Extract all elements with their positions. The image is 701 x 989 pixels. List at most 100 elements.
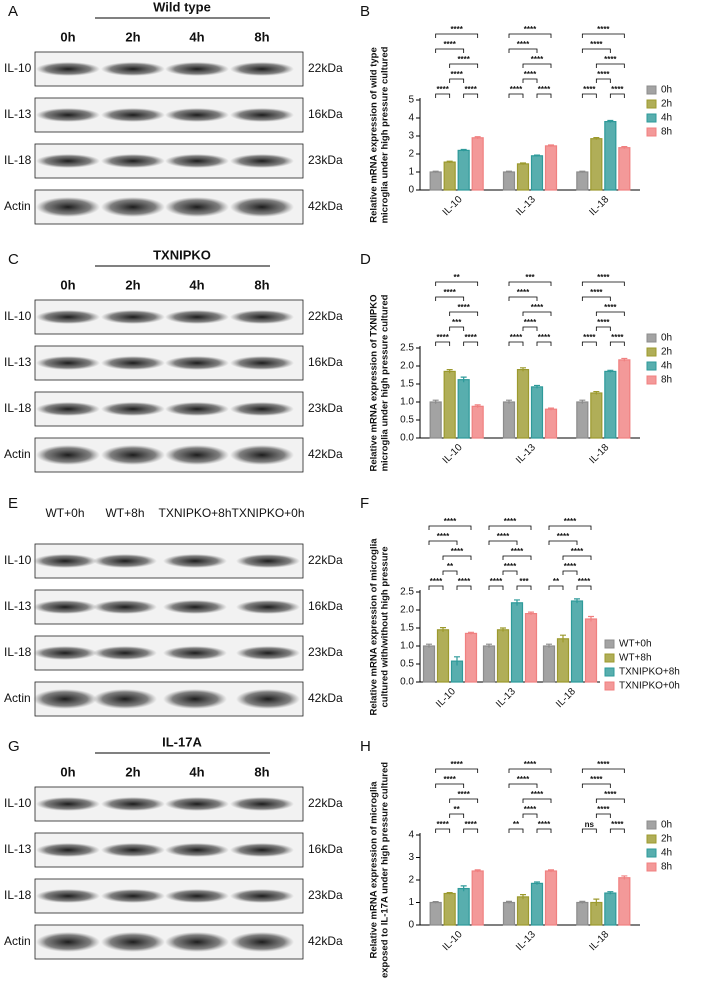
legend-swatch [646, 333, 657, 343]
row-label: IL-18 [4, 888, 32, 902]
row-label: IL-13 [4, 355, 32, 369]
row-label: Actin [4, 934, 31, 948]
y-tick-label: 2 [408, 149, 414, 160]
error-bar [514, 599, 520, 606]
significance-label: **** [564, 562, 577, 571]
significance-label: **** [464, 85, 477, 94]
bar [604, 370, 617, 439]
significance-bracket [449, 311, 479, 316]
significance-bracket [488, 525, 532, 530]
bar [544, 408, 558, 439]
significance-bracket [488, 540, 518, 545]
panel-label: A [8, 3, 18, 20]
size-label: 42kDa [308, 934, 343, 948]
y-tick-label: 2 [408, 875, 414, 886]
band [163, 554, 227, 568]
y-tick-label: 0.0 [400, 433, 414, 444]
bar [584, 618, 598, 683]
error-bar [621, 357, 628, 362]
error-bar [607, 891, 614, 895]
significance-bracket [442, 555, 472, 560]
lane-label: 0h [60, 764, 75, 779]
y-tick-label: 5 [408, 95, 414, 106]
x-tick-label: IL-10 [434, 686, 458, 710]
significance-bracket [595, 798, 625, 803]
error-bar [534, 384, 540, 389]
significance-bracket [435, 296, 465, 301]
panel-label: F [360, 495, 369, 512]
y-tick-label: 2.5 [400, 343, 414, 354]
panel-label: B [360, 3, 370, 20]
bar [457, 379, 470, 439]
error-bar [548, 869, 554, 873]
row-label: Actin [4, 199, 31, 213]
significance-label: **** [443, 288, 456, 297]
significance-bracket [522, 326, 538, 331]
x-tick-label: IL-18 [554, 686, 578, 710]
size-label: 42kDa [308, 691, 343, 705]
legend-label: 2h [661, 347, 672, 358]
legend-label: 4h [661, 848, 672, 859]
size-label: 16kDa [308, 355, 343, 369]
band [101, 402, 165, 416]
significance-label: **** [490, 577, 503, 586]
row-label: IL-10 [4, 309, 32, 323]
bar [496, 629, 510, 683]
band [33, 689, 97, 709]
legend-swatch [604, 667, 615, 677]
legend-swatch [646, 820, 657, 830]
significance-label: **** [531, 303, 544, 312]
band [101, 797, 165, 811]
row-label: IL-10 [4, 796, 32, 810]
blot-panel: E WT+0h WT+8h TXNIPKO+8h TXNIPKO+0h IL-10 22kD… [4, 495, 343, 717]
lane-label: 0h [60, 277, 75, 292]
significance-bracket [581, 281, 625, 286]
bar [516, 163, 530, 191]
error-bar [474, 136, 481, 139]
error-bar [454, 656, 460, 666]
legend-label: 0h [661, 85, 672, 96]
legend-swatch [646, 85, 657, 95]
legend-label: WT+0h [619, 639, 652, 650]
significance-bracket [522, 813, 538, 818]
y-tick-label: 2.5 [400, 587, 414, 598]
significance-label: **** [458, 577, 471, 586]
significance-bracket [463, 341, 479, 346]
band [36, 62, 100, 76]
band [33, 646, 97, 660]
error-bar [468, 631, 474, 635]
significance-bracket [508, 296, 538, 301]
significance-bracket [449, 63, 479, 68]
y-tick-label: 3 [408, 852, 414, 863]
significance-label: **** [590, 288, 603, 297]
significance-label: **** [531, 790, 544, 799]
y-tick-label: 1.5 [400, 623, 414, 634]
band [36, 310, 100, 324]
significance-label: *** [452, 318, 462, 327]
legend-swatch [646, 347, 657, 357]
significance-bracket [595, 326, 611, 331]
panel-label: H [360, 738, 371, 755]
band [165, 356, 229, 370]
significance-label: **** [524, 318, 537, 327]
size-label: 23kDa [308, 888, 343, 902]
error-bar [560, 634, 566, 643]
bar [544, 870, 558, 926]
band [230, 932, 294, 952]
significance-bracket [435, 93, 451, 98]
significance-bracket [508, 33, 552, 38]
significance-label: **** [597, 760, 610, 769]
bar [457, 149, 470, 191]
significance-bracket [435, 281, 479, 286]
significance-bracket [581, 93, 597, 98]
significance-bracket [449, 326, 465, 331]
row-label: IL-10 [4, 61, 32, 75]
significance-bracket [456, 585, 472, 590]
significance-label: ** [447, 562, 454, 571]
band [93, 646, 157, 660]
significance-label: **** [457, 55, 470, 64]
legend-swatch [604, 639, 615, 649]
error-bar [506, 900, 512, 904]
band [230, 843, 294, 857]
legend-label: TXNIPKO+8h [619, 667, 680, 678]
